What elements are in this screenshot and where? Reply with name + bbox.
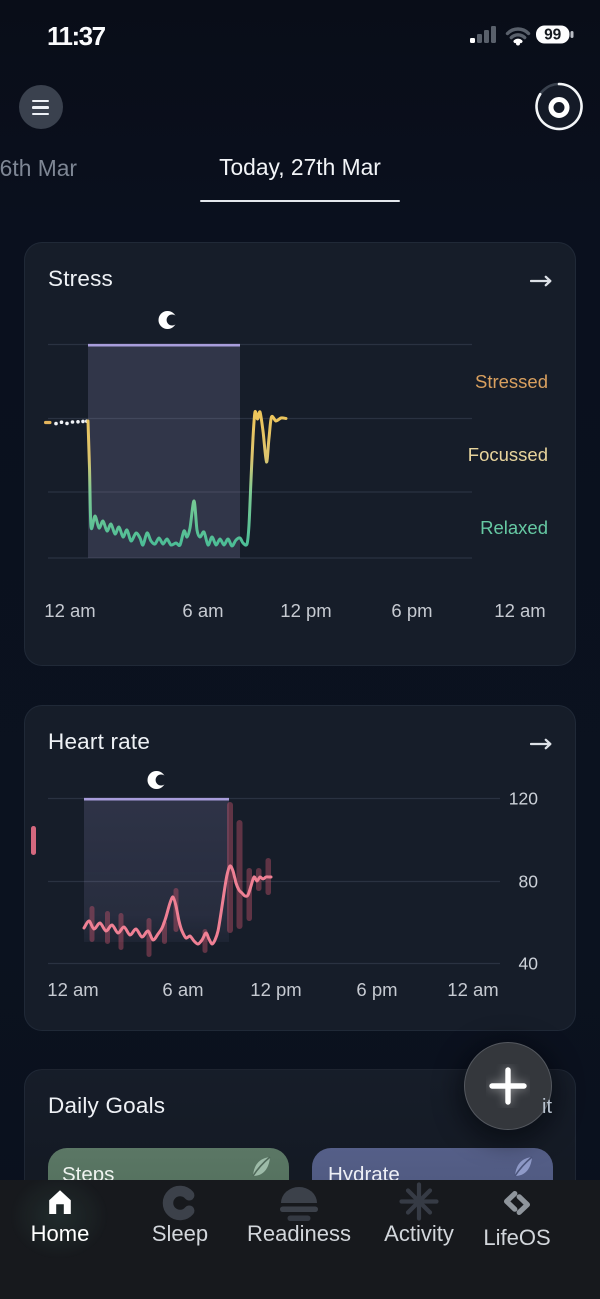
svg-text:40: 40 <box>519 954 539 974</box>
svg-text:80: 80 <box>519 872 539 892</box>
svg-text:120: 120 <box>509 789 538 809</box>
svg-text:99: 99 <box>544 27 562 44</box>
